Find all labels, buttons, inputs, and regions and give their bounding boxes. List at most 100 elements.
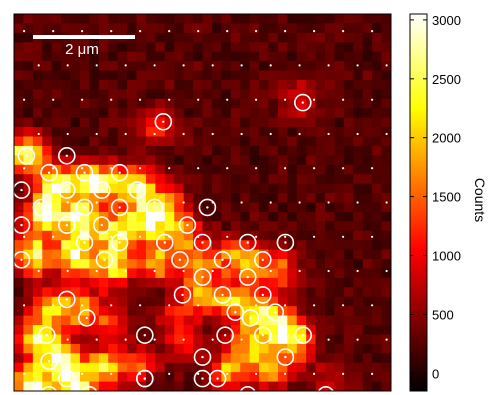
scale-bar-label: 2 μm (65, 41, 99, 58)
lattice-dot (357, 270, 359, 272)
lattice-dot (23, 167, 25, 169)
heatmap-cell (23, 325, 33, 335)
heatmap-cell (334, 42, 344, 52)
lattice-dot (226, 373, 228, 375)
heatmap-cell (80, 278, 90, 288)
heatmap-cell (146, 316, 156, 326)
heatmap-cell (382, 23, 392, 33)
heatmap-cell (108, 108, 118, 118)
heatmap-cell (259, 52, 269, 62)
heatmap-cell (316, 118, 326, 128)
heatmap-cell (287, 118, 297, 128)
lattice-dot (183, 201, 185, 203)
heatmap-cell (61, 61, 71, 71)
heatmap-cell (23, 108, 33, 118)
heatmap-cell (221, 118, 231, 128)
heatmap-cell (212, 221, 222, 231)
detection-center-dot (48, 172, 50, 174)
heatmap-cell (325, 99, 335, 109)
heatmap-cell (146, 23, 156, 33)
heatmap-cell (382, 165, 392, 175)
heatmap-cell (316, 334, 326, 344)
heatmap-cell (184, 42, 194, 52)
heatmap-cell (250, 193, 260, 203)
heatmap-cell (382, 89, 392, 99)
heatmap-cell (14, 297, 24, 307)
heatmap-cell (23, 165, 33, 175)
heatmap-cell (325, 203, 335, 213)
lattice-dot (255, 236, 257, 238)
heatmap-cell (250, 118, 260, 128)
heatmap-cell (259, 118, 269, 128)
heatmap-cell (240, 14, 250, 24)
heatmap-cell (297, 231, 307, 241)
heatmap-cell (221, 146, 231, 156)
heatmap-cell (212, 372, 222, 382)
heatmap-cell (33, 193, 43, 203)
heatmap-cell (203, 297, 213, 307)
heatmap-cell (325, 268, 335, 278)
heatmap-cell (193, 316, 203, 326)
heatmap-cell (52, 278, 62, 288)
heatmap-cell (363, 334, 373, 344)
heatmap-cell (52, 240, 62, 250)
heatmap-cell (372, 382, 382, 392)
heatmap-cell (344, 353, 354, 363)
heatmap-cell (80, 61, 90, 71)
heatmap-cell (382, 316, 392, 326)
heatmap-cell (174, 146, 184, 156)
lattice-dot (342, 167, 344, 169)
heatmap-cell (353, 127, 363, 137)
heatmap-cell (306, 250, 316, 260)
heatmap-cell (353, 382, 363, 392)
heatmap-cell (33, 61, 43, 71)
lattice-dot (110, 373, 112, 375)
heatmap-cell (278, 14, 288, 24)
heatmap-cell (127, 52, 137, 62)
heatmap-cell (42, 99, 52, 109)
heatmap-cell (325, 89, 335, 99)
lattice-dot (255, 99, 257, 101)
heatmap-cell (203, 52, 213, 62)
heatmap-cell (353, 363, 363, 373)
heatmap-cell (108, 334, 118, 344)
heatmap-cell (268, 174, 278, 184)
heatmap-cell (174, 80, 184, 90)
heatmap-cell (316, 193, 326, 203)
heatmap-cell (146, 14, 156, 24)
detection-center-dot (66, 189, 68, 191)
heatmap-cell (363, 306, 373, 316)
heatmap-cell (334, 306, 344, 316)
lattice-dot (226, 30, 228, 32)
heatmap-cell (297, 118, 307, 128)
heatmap-cell (297, 344, 307, 354)
heatmap-cell (61, 268, 71, 278)
heatmap-cell (250, 203, 260, 213)
heatmap-cell (334, 80, 344, 90)
heatmap-cell (212, 184, 222, 194)
heatmap-cell (316, 89, 326, 99)
heatmap-cell (363, 240, 373, 250)
detection-center-dot (201, 377, 203, 379)
heatmap-cell (372, 221, 382, 231)
heatmap-cell (118, 52, 128, 62)
heatmap-cell (33, 240, 43, 250)
heatmap-cell (382, 240, 392, 250)
lattice-dot (38, 133, 40, 135)
heatmap-cell (137, 212, 147, 222)
heatmap-cell (193, 155, 203, 165)
heatmap-cell (80, 71, 90, 81)
heatmap-cell (127, 372, 137, 382)
heatmap-cell (155, 259, 165, 269)
heatmap-cell (184, 278, 194, 288)
heatmap-cell (155, 316, 165, 326)
heatmap-cell (334, 240, 344, 250)
heatmap-cell (184, 155, 194, 165)
heatmap-cell (382, 99, 392, 109)
detection-center-dot (101, 189, 103, 191)
heatmap-cell (221, 212, 231, 222)
heatmap-cell (316, 137, 326, 147)
heatmap-cell (212, 80, 222, 90)
heatmap-cell (52, 316, 62, 326)
heatmap-cell (42, 137, 52, 147)
